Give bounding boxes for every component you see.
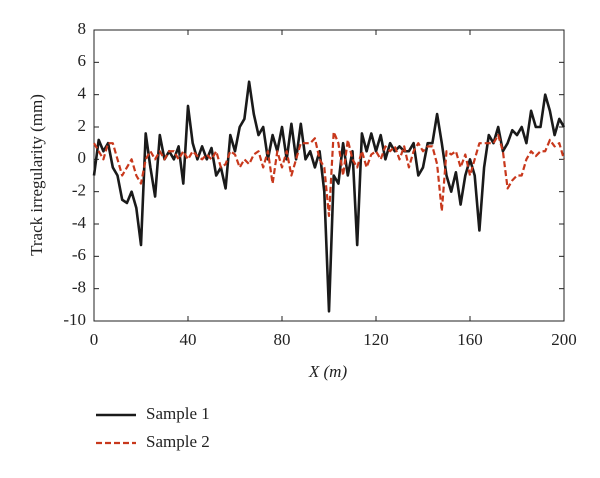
data-line xyxy=(92,80,566,313)
x-tick-label: 160 xyxy=(457,330,483,349)
x-tick-label: 40 xyxy=(180,330,197,349)
y-tick-label: 4 xyxy=(78,84,87,103)
x-tick-label: 0 xyxy=(90,330,99,349)
y-tick-label: -4 xyxy=(72,213,87,232)
x-tick-label: 200 xyxy=(551,330,577,349)
x-tick-label: 120 xyxy=(363,330,389,349)
legend-label: Sample 1 xyxy=(146,404,210,423)
y-tick-label: -8 xyxy=(72,278,86,297)
y-tick-label: 6 xyxy=(78,51,87,70)
y-tick-label: -6 xyxy=(72,245,86,264)
y-tick-label: 2 xyxy=(78,116,87,135)
y-tick-label: 0 xyxy=(78,148,87,167)
x-axis-label: X (m) xyxy=(308,362,348,381)
y-tick-label: 8 xyxy=(78,19,87,38)
legend-label: Sample 2 xyxy=(146,432,210,451)
y-tick-label: -2 xyxy=(72,181,86,200)
y-axis-label: Track irregularity (mm) xyxy=(27,94,46,256)
data-line xyxy=(93,130,566,218)
y-tick-label: -10 xyxy=(63,310,86,329)
x-tick-label: 80 xyxy=(274,330,291,349)
